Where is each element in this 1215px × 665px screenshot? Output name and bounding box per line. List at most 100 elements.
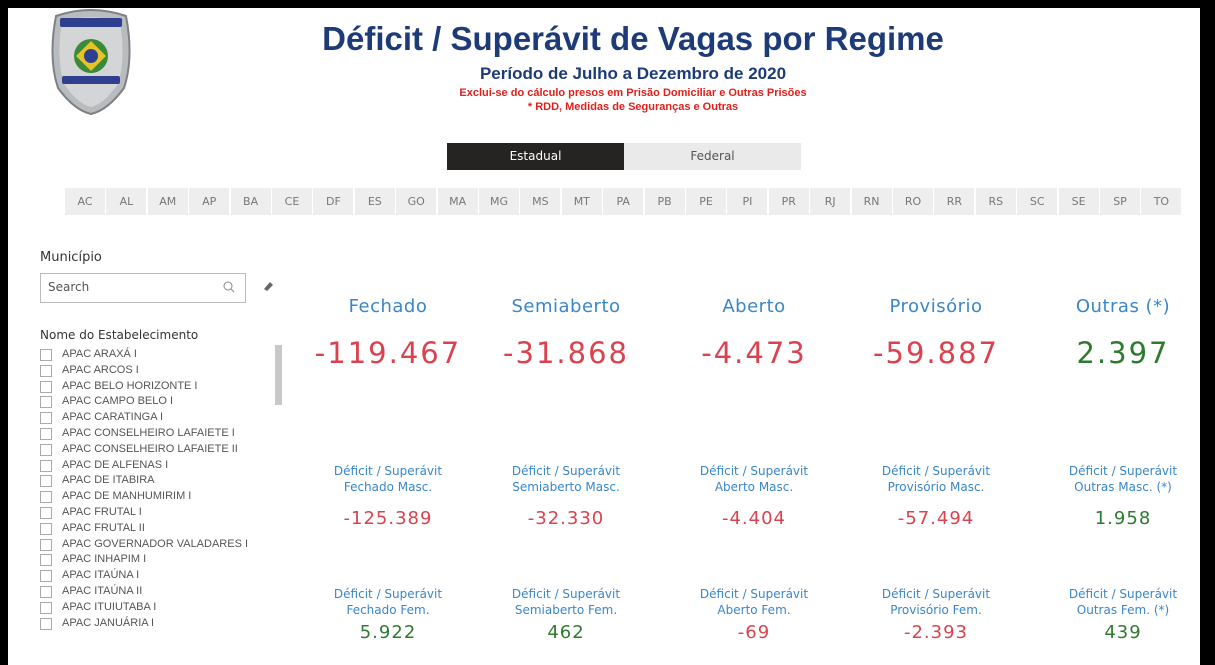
state-button[interactable]: SC xyxy=(1017,188,1058,215)
state-button[interactable]: MS xyxy=(520,188,561,215)
state-button[interactable]: SP xyxy=(1100,188,1140,215)
establishment[interactable]: APAC CARATINGA I xyxy=(62,411,164,424)
search-icon xyxy=(223,281,235,293)
checkbox[interactable] xyxy=(40,554,52,567)
card-label: Provisório xyxy=(889,296,983,317)
checkbox[interactable] xyxy=(40,522,52,535)
state-button[interactable]: AC xyxy=(65,188,105,215)
checkbox[interactable] xyxy=(40,586,52,598)
state-button[interactable]: PB xyxy=(644,188,685,215)
card-label: Semiaberto Fem. xyxy=(514,603,618,617)
card-value: 439 xyxy=(1104,622,1142,643)
checkbox[interactable] xyxy=(40,507,52,519)
state-button[interactable]: RS xyxy=(975,188,1016,215)
scrollbar[interactable] xyxy=(275,345,282,405)
dashboard: Déficit / Superávit de Vagas por Regime … xyxy=(8,8,1200,665)
checkbox[interactable] xyxy=(40,364,52,377)
establishment[interactable]: APAC CONSELHEIRO LAFAIETE II xyxy=(62,442,238,455)
checkbox[interactable] xyxy=(40,601,52,614)
card-label: Outras Fem. (*) xyxy=(1076,603,1170,617)
checkbox[interactable] xyxy=(40,443,52,456)
state-button[interactable]: PI xyxy=(727,188,768,215)
establishment[interactable]: APAC ITUIUTABA I xyxy=(62,600,157,613)
checkbox[interactable] xyxy=(40,412,52,425)
state-button[interactable]: DF xyxy=(313,188,354,215)
establishment[interactable]: APAC GOVERNADOR VALADARES I xyxy=(62,537,249,550)
establishment[interactable]: APAC CONSELHEIRO LAFAIETE I xyxy=(62,427,235,439)
municipio-label: Município xyxy=(40,250,102,265)
card-label: Déficit / Superávit xyxy=(699,587,809,601)
note: * RDD, Medidas de Seguranças e Outras xyxy=(527,101,739,113)
establishment[interactable]: APAC JANUÁRIA I xyxy=(62,616,155,629)
checkbox[interactable] xyxy=(40,475,52,488)
checkbox[interactable] xyxy=(40,491,52,504)
establishment[interactable]: APAC CAMPO BELO I xyxy=(62,395,174,408)
establishment[interactable]: APAC ITAÚNA II xyxy=(62,585,143,597)
title: Déficit / Superávit de Vagas por Regime xyxy=(322,20,944,57)
eraser-icon[interactable] xyxy=(262,280,274,292)
card-label: Aberto Masc. xyxy=(714,480,794,494)
establishment[interactable]: APAC DE MANHUMIRIM I xyxy=(62,490,192,503)
checkbox[interactable] xyxy=(40,380,52,393)
state-button[interactable]: AM xyxy=(147,188,188,215)
checkbox[interactable] xyxy=(40,538,52,551)
state-button[interactable]: MT xyxy=(561,188,602,215)
establishment[interactable]: APAC DE ALFENAS I xyxy=(62,458,169,471)
state-button[interactable]: CE xyxy=(272,188,312,215)
establishment[interactable]: APAC ARCOS I xyxy=(62,363,139,376)
checkbox[interactable] xyxy=(40,396,52,409)
state-button[interactable]: PA xyxy=(603,188,644,215)
state-button[interactable]: TO xyxy=(1141,188,1182,215)
card-value: -57.494 xyxy=(897,508,975,529)
card-value: 5.922 xyxy=(359,622,417,643)
card-value: 1.958 xyxy=(1094,508,1152,529)
tab[interactable]: Estadual xyxy=(447,143,624,170)
establishment[interactable]: APAC FRUTAL II xyxy=(62,521,145,534)
card-label: Semiaberto xyxy=(511,296,621,317)
state-button[interactable]: SE xyxy=(1058,188,1099,215)
search-box[interactable]: Search xyxy=(40,273,246,303)
tab[interactable]: Federal xyxy=(624,143,801,170)
state-button[interactable]: RR xyxy=(934,188,975,215)
checkbox[interactable] xyxy=(40,617,52,630)
card-value: 462 xyxy=(547,622,585,643)
state-button[interactable]: PR xyxy=(768,188,809,215)
state-button[interactable]: RO xyxy=(893,188,933,215)
card-label: Déficit / Superávit xyxy=(333,464,443,478)
state-button[interactable]: RN xyxy=(851,188,892,215)
list-label: Nome do Estabelecimento xyxy=(40,328,199,342)
establishment[interactable]: APAC BELO HORIZONTE I xyxy=(62,379,198,392)
state-button[interactable]: MA xyxy=(437,188,478,215)
state-button[interactable]: GO xyxy=(396,188,437,215)
state-button[interactable]: BA xyxy=(230,188,271,215)
checkbox[interactable] xyxy=(40,349,52,361)
state-button[interactable]: PE xyxy=(686,188,726,215)
checkbox[interactable] xyxy=(40,428,52,440)
state-button[interactable]: MG xyxy=(479,188,519,215)
search-placeholder: Search xyxy=(48,280,90,294)
card-value: -69 xyxy=(737,622,771,643)
establishment[interactable]: APAC ARAXÁ I xyxy=(62,348,137,360)
subtitle: Período de Julho a Dezembro de 2020 xyxy=(479,64,787,83)
card-label: Déficit / Superávit xyxy=(699,464,809,478)
card-label: Provisório Masc. xyxy=(887,480,985,494)
checkbox[interactable] xyxy=(40,459,52,472)
card-value: 2.397 xyxy=(1076,336,1170,370)
establishment[interactable]: APAC INHAPIM I xyxy=(62,553,147,566)
card-label: Déficit / Superávit xyxy=(511,464,621,478)
card-value: -4.404 xyxy=(721,508,787,529)
note: Exclui-se do cálculo presos em Prisão Do… xyxy=(459,87,807,99)
card-label: Provisório Fem. xyxy=(890,603,982,617)
establishment[interactable]: APAC ITAÚNA I xyxy=(62,569,140,582)
state-button[interactable]: AL xyxy=(106,188,147,215)
state-button[interactable]: AP xyxy=(189,188,230,215)
logo xyxy=(51,9,131,116)
card-value: -31.868 xyxy=(503,336,629,370)
card-value: -59.887 xyxy=(873,336,999,370)
state-button[interactable]: RJ xyxy=(810,188,851,215)
establishment[interactable]: APAC DE ITABIRA xyxy=(62,474,155,487)
card-value: -4.473 xyxy=(701,336,807,370)
establishment[interactable]: APAC FRUTAL I xyxy=(62,506,142,518)
state-button[interactable]: ES xyxy=(354,188,395,215)
checkbox[interactable] xyxy=(40,570,52,583)
